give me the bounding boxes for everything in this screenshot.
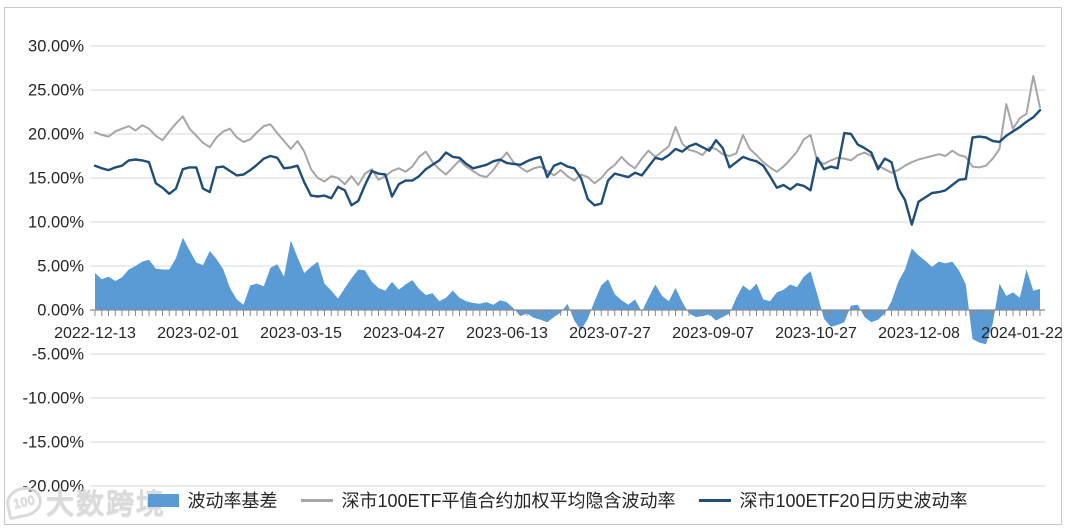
- svg-text:2023-06-13: 2023-06-13: [466, 325, 548, 342]
- svg-text:2023-03-15: 2023-03-15: [260, 325, 342, 342]
- svg-text:2023-09-07: 2023-09-07: [672, 325, 754, 342]
- legend-label-basis: 波动率基差: [187, 491, 278, 511]
- svg-text:-5.00%: -5.00%: [32, 346, 85, 364]
- legend-label-historical-vol: 深市100ETF20日历史波动率: [739, 491, 968, 511]
- svg-text:2023-02-01: 2023-02-01: [157, 325, 239, 342]
- basis-area: [95, 237, 1040, 345]
- svg-text:30.00%: 30.00%: [28, 38, 84, 56]
- svg-text:5.00%: 5.00%: [37, 258, 84, 276]
- legend-item-basis: 波动率基差: [148, 487, 277, 513]
- svg-text:15.00%: 15.00%: [28, 170, 84, 188]
- svg-text:10.00%: 10.00%: [28, 214, 84, 232]
- svg-text:2023-10-27: 2023-10-27: [775, 325, 857, 342]
- svg-text:0.00%: 0.00%: [37, 302, 84, 320]
- svg-text:-15.00%: -15.00%: [23, 434, 85, 452]
- svg-text:2024-01-22: 2024-01-22: [981, 325, 1063, 342]
- svg-text:2023-04-27: 2023-04-27: [363, 325, 445, 342]
- legend-item-historical-vol: 深市100ETF20日历史波动率: [699, 487, 968, 513]
- svg-text:-10.00%: -10.00%: [23, 390, 85, 408]
- svg-text:2022-12-13: 2022-12-13: [54, 325, 136, 342]
- area-swatch-icon: [148, 493, 180, 507]
- chart-legend: 波动率基差 深市100ETF平值合约加权平均隐含波动率 深市100ETF20日历…: [18, 487, 1080, 513]
- svg-text:2023-07-27: 2023-07-27: [569, 325, 651, 342]
- svg-text:-20.00%: -20.00%: [23, 478, 85, 496]
- legend-label-implied-vol: 深市100ETF平值合约加权平均隐含波动率: [341, 491, 676, 511]
- legend-item-implied-vol: 深市100ETF平值合约加权平均隐含波动率: [301, 487, 675, 513]
- gray-line-swatch-icon: [301, 498, 334, 502]
- svg-text:2023-12-08: 2023-12-08: [878, 325, 960, 342]
- implied-vol-line: [94, 74, 1041, 186]
- svg-text:25.00%: 25.00%: [28, 82, 84, 100]
- navy-line-swatch-icon: [699, 498, 732, 502]
- historical-vol-line: [93, 108, 1042, 226]
- svg-text:20.00%: 20.00%: [28, 126, 84, 144]
